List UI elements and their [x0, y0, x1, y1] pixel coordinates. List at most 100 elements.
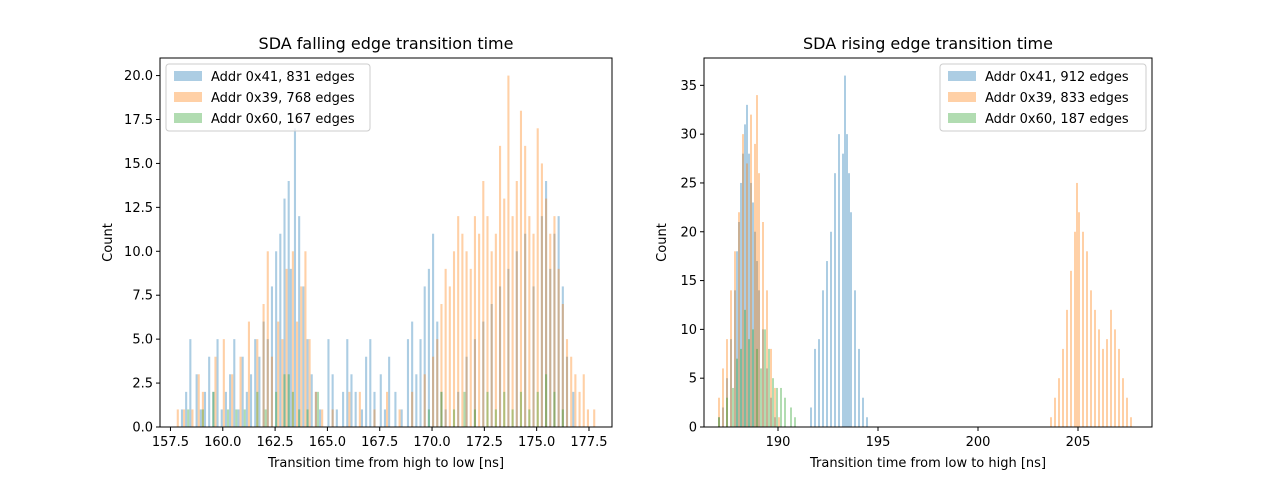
histogram-bar	[722, 407, 724, 427]
axes-frame	[159, 57, 613, 428]
histogram-bar	[736, 251, 738, 427]
histogram-bar	[762, 222, 764, 427]
histogram-bar	[553, 391, 556, 427]
histogram-bar	[758, 173, 760, 427]
histogram-bar	[358, 391, 361, 427]
y-tick-label: 0	[689, 421, 697, 436]
histogram-bar	[814, 348, 816, 427]
chart-2: 190 195 200 205 0 5 10 15 20 25 30 35 SDA rising edg…	[655, 34, 1153, 471]
x-tick-label: 177.5	[570, 435, 607, 450]
histogram-bar	[593, 409, 596, 427]
histogram-bar	[235, 409, 238, 427]
histogram-bar	[469, 268, 472, 427]
histogram-bar	[1094, 309, 1096, 427]
histogram-bar	[197, 374, 200, 427]
histogram-bar	[452, 251, 456, 427]
histogram-bar	[838, 134, 840, 427]
histogram-bar	[768, 348, 770, 427]
histogram-bar	[319, 409, 322, 427]
histogram-bar	[822, 290, 824, 427]
histogram-bar	[300, 286, 303, 427]
histogram-bar	[734, 251, 736, 427]
legend-swatch	[174, 71, 202, 81]
histogram-bar	[742, 134, 744, 427]
histogram-bar	[444, 409, 447, 427]
histogram-bar	[245, 391, 248, 427]
histogram-bar	[279, 233, 282, 427]
histogram-bar	[561, 286, 564, 427]
histogram-bar	[503, 391, 506, 427]
histogram-bar	[1082, 231, 1084, 427]
histogram-bar	[452, 409, 456, 427]
histogram-bar	[850, 212, 852, 427]
histogram-bar	[331, 409, 334, 427]
histogram-bar	[557, 268, 560, 427]
histogram-bar	[742, 153, 744, 427]
histogram-bar	[208, 356, 211, 427]
histogram-bar	[256, 339, 259, 427]
histogram-bar	[758, 290, 760, 427]
histogram-bar	[1086, 251, 1088, 427]
histogram-bar	[1110, 309, 1112, 427]
y-axis-label: Count	[101, 223, 116, 262]
histogram-bar	[298, 216, 301, 427]
histogram-bar	[486, 216, 489, 427]
histogram-bar	[862, 397, 864, 427]
histogram-bar	[494, 409, 497, 427]
histogram-bar	[574, 374, 577, 427]
histogram-bar	[463, 391, 466, 427]
histogram-bar	[461, 233, 464, 427]
y-tick-label: 10.0	[124, 245, 153, 260]
histogram-bar	[756, 348, 758, 427]
histogram-bar	[427, 409, 430, 427]
histogram-bar	[296, 321, 299, 427]
histogram-bar	[1090, 290, 1092, 427]
histogram-bar	[507, 268, 510, 427]
y-tick-label: 25	[680, 176, 697, 191]
histogram-bar	[195, 374, 198, 427]
histogram-bar	[1062, 348, 1064, 427]
histogram-bar	[734, 290, 736, 427]
y-tick-label: 30	[680, 128, 697, 143]
histogram-bar	[379, 374, 382, 427]
y-tick-label: 12.5	[124, 201, 153, 216]
y-tick-label: 15.0	[124, 157, 153, 172]
histogram-bar	[436, 339, 439, 427]
histogram-bar	[306, 409, 309, 427]
legend: Addr 0x41, 831 edges Addr 0x39, 768 edges…	[165, 63, 371, 132]
histogram-bar	[764, 329, 766, 427]
histogram-bar	[754, 231, 756, 427]
histogram-bar	[415, 374, 418, 427]
histogram-bar	[794, 417, 796, 427]
histogram-bar	[262, 304, 265, 427]
histogram-bar	[557, 216, 560, 427]
legend-swatch	[948, 92, 976, 102]
histogram-bar	[423, 286, 426, 427]
histogram-bar	[254, 339, 257, 427]
chart-title: SDA rising edge transition time	[803, 34, 1053, 53]
histogram-bar	[854, 290, 856, 427]
histogram-bar	[752, 202, 754, 427]
histogram-bar	[191, 409, 194, 427]
histogram-bar	[730, 339, 732, 427]
histogram-bar	[726, 339, 728, 427]
histogram-bar	[1098, 329, 1100, 427]
histogram-bar	[1106, 339, 1108, 427]
histogram-bar	[722, 368, 724, 427]
histogram-bar	[748, 339, 750, 427]
histogram-bar	[222, 339, 225, 427]
histogram-bar	[511, 409, 514, 427]
histogram-bar	[858, 348, 860, 427]
histogram-bar	[730, 290, 732, 427]
histogram-bar	[216, 339, 219, 427]
y-tick-label: 5.0	[132, 333, 153, 348]
histogram-bar	[440, 391, 443, 427]
histogram-bar	[536, 128, 539, 428]
histogram-bar	[774, 417, 776, 427]
histogram-bar	[772, 378, 774, 427]
legend-box	[165, 63, 371, 132]
histogram-bar	[388, 356, 391, 427]
histogram-bar	[844, 75, 846, 428]
histogram-bar	[1050, 417, 1052, 427]
legend-swatch	[174, 113, 202, 123]
